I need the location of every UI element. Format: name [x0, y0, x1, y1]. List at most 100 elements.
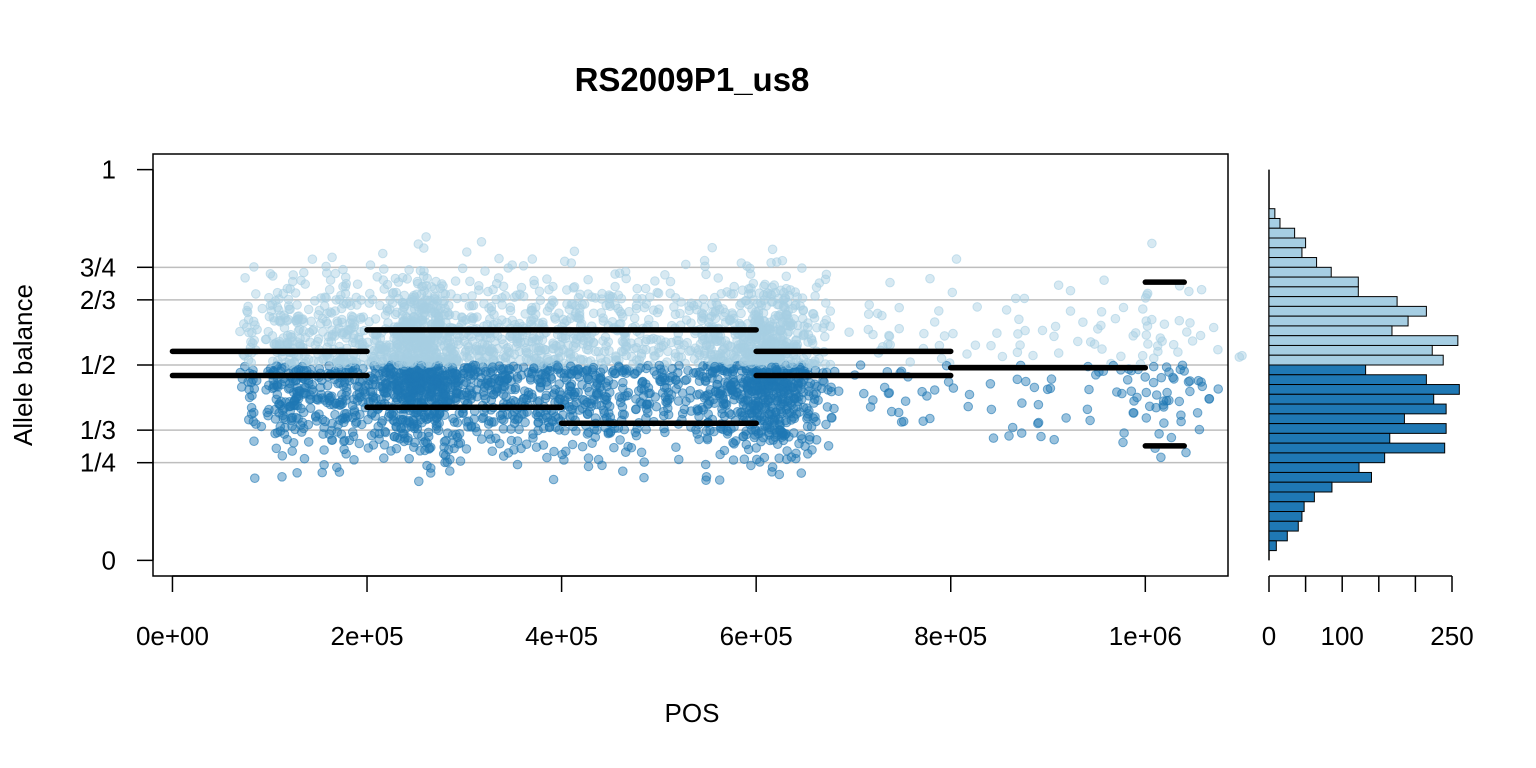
- scatter-point: [972, 302, 983, 312]
- scatter-point: [448, 413, 458, 424]
- scatter-point: [778, 302, 789, 312]
- scatter-point: [1053, 348, 1064, 358]
- scatter-point: [1065, 306, 1076, 316]
- scatter-point: [796, 377, 806, 388]
- scatter-point: [777, 316, 788, 327]
- histogram-bar: [1268, 403, 1447, 415]
- scatter-point: [379, 346, 390, 356]
- scatter-point: [380, 426, 390, 437]
- scatter-point: [864, 300, 875, 310]
- scatter-point: [276, 310, 286, 321]
- scatter-point: [821, 315, 832, 325]
- scatter-point: [739, 454, 750, 465]
- scatter-point: [951, 254, 962, 264]
- scatter-point: [684, 305, 695, 316]
- scatter-point: [455, 456, 466, 466]
- scatter-point: [653, 288, 664, 299]
- scatter-point: [517, 409, 527, 419]
- scatter-point: [650, 276, 660, 286]
- scatter-point: [429, 374, 440, 385]
- scatter-point: [654, 360, 665, 371]
- scatter-point: [609, 442, 619, 453]
- scatter-point: [244, 392, 255, 403]
- scatter-point: [422, 357, 433, 368]
- scatter-point: [583, 461, 594, 472]
- y-tick-label: 1/3: [80, 415, 116, 445]
- scatter-point: [459, 362, 470, 373]
- scatter-point: [382, 379, 392, 389]
- scatter-point: [595, 373, 606, 384]
- scatter-point: [346, 314, 357, 325]
- histogram-bar: [1268, 432, 1391, 444]
- scatter-point: [452, 293, 463, 304]
- scatter-point: [819, 377, 829, 387]
- scatter-point: [1019, 293, 1030, 304]
- scatter-point: [1010, 293, 1021, 304]
- scatter-point: [775, 404, 786, 415]
- scatter-point: [288, 270, 299, 280]
- scatter-point: [929, 385, 940, 395]
- scatter-point: [768, 319, 778, 330]
- scatter-point: [419, 410, 430, 421]
- scatter-point: [485, 434, 496, 444]
- scatter-point: [352, 279, 363, 290]
- scatter-point: [326, 336, 337, 347]
- scatter-point: [1168, 372, 1178, 383]
- scatter-point: [476, 237, 487, 247]
- scatter-point: [435, 283, 446, 294]
- scatter-point: [485, 314, 495, 324]
- scatter-point: [319, 301, 330, 311]
- scatter-point: [631, 430, 642, 441]
- scatter-point: [279, 323, 290, 333]
- scatter-point: [767, 462, 778, 472]
- scatter-point: [1065, 285, 1076, 296]
- scatter-point: [276, 363, 287, 374]
- scatter-point: [1073, 336, 1083, 347]
- scatter-point: [521, 346, 531, 356]
- scatter-point: [630, 368, 640, 379]
- scatter-point: [486, 306, 497, 316]
- scatter-point: [458, 316, 468, 326]
- scatter-point: [707, 366, 718, 377]
- scatter-point: [640, 336, 651, 347]
- scatter-point: [1192, 408, 1203, 418]
- scatter-point: [905, 357, 916, 367]
- scatter-point: [1110, 313, 1121, 324]
- scatter-point: [948, 383, 959, 393]
- scatter-point: [399, 366, 410, 377]
- scatter-point: [347, 356, 358, 367]
- scatter-point: [338, 264, 348, 275]
- scatter-point: [420, 295, 431, 305]
- scatter-point: [1050, 321, 1061, 332]
- scatter-point: [771, 393, 782, 403]
- scatter-point: [288, 438, 299, 448]
- scatter-point: [363, 443, 374, 453]
- scatter-point: [508, 361, 519, 372]
- scatter-point: [271, 443, 282, 454]
- scatter-point: [735, 342, 746, 353]
- scatter-point: [598, 316, 609, 326]
- histogram-bar: [1268, 286, 1359, 298]
- scatter-point: [992, 328, 1002, 339]
- scatter-point: [702, 433, 713, 443]
- scatter-point: [781, 271, 792, 282]
- scatter-point: [409, 312, 420, 322]
- scatter-point: [1016, 428, 1027, 438]
- scatter-point: [829, 403, 839, 414]
- scatter-point: [401, 317, 411, 328]
- scatter-point: [632, 283, 643, 294]
- scatter-point: [1208, 322, 1219, 333]
- scatter-point: [573, 293, 584, 303]
- scatter-point: [303, 304, 314, 315]
- scatter-point: [1042, 384, 1053, 395]
- scatter-point: [621, 341, 631, 351]
- scatter-point: [1168, 339, 1179, 350]
- scatter-point: [639, 457, 650, 467]
- histogram-bar: [1268, 442, 1446, 454]
- scatter-point: [616, 293, 627, 304]
- scatter-point: [569, 282, 580, 292]
- scatter-point: [1122, 375, 1133, 385]
- scatter-point: [770, 338, 781, 349]
- histogram-bar: [1268, 335, 1459, 346]
- scatter-point: [423, 431, 434, 442]
